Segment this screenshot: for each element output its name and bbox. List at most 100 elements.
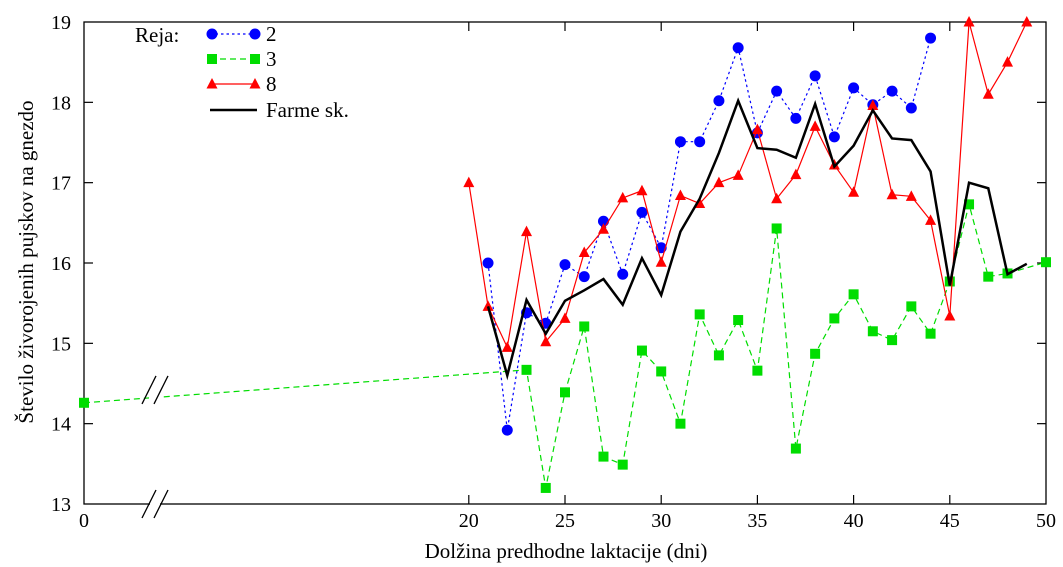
series-2: [482, 32, 937, 436]
data-point: [540, 335, 552, 347]
axis-break-slash: [153, 489, 169, 519]
data-point: [732, 42, 744, 54]
data-point: [771, 192, 783, 204]
data-point: [925, 32, 937, 44]
data-point: [867, 326, 878, 337]
x-axis-label: Dolžina predhodne laktacije (dni): [425, 539, 708, 563]
data-point: [829, 313, 840, 324]
data-point: [598, 451, 609, 462]
y-tick-label: 14: [51, 414, 71, 436]
data-point: [249, 28, 261, 40]
data-point: [655, 242, 667, 254]
y-tick-label: 15: [51, 333, 71, 355]
x-tick-label: 35: [747, 510, 767, 532]
data-point: [1041, 257, 1051, 268]
series-Farme sk.: [486, 97, 1028, 381]
data-point: [540, 482, 551, 493]
data-point: [463, 176, 475, 188]
x-tick-label: 30: [651, 510, 671, 532]
data-point: [925, 328, 936, 339]
data-point: [482, 257, 494, 269]
data-point: [848, 82, 860, 94]
series-line: [468, 21, 1028, 350]
axis-break: [141, 375, 169, 519]
data-point: [579, 321, 590, 332]
data-point: [809, 70, 821, 82]
data-point: [249, 78, 261, 89]
data-point: [207, 54, 217, 64]
data-point: [250, 54, 260, 64]
line-break-slash: [153, 375, 169, 405]
axis-ticks: [84, 22, 1046, 504]
data-point: [206, 78, 218, 89]
series-layer: [79, 16, 1051, 493]
series-line: [486, 97, 1028, 381]
data-point: [636, 184, 648, 196]
data-point: [79, 397, 89, 408]
data-point: [675, 418, 686, 429]
data-point: [694, 136, 706, 148]
legend-item: Farme sk.: [210, 98, 349, 122]
data-point: [983, 271, 994, 282]
axis-break-slash: [141, 489, 157, 519]
data-point: [206, 28, 218, 40]
data-point: [867, 99, 879, 111]
data-point: [790, 112, 802, 124]
data-point: [559, 312, 571, 323]
data-point: [694, 309, 705, 320]
series-8: [463, 16, 1033, 352]
legend-label: 8: [266, 72, 277, 96]
data-point: [713, 95, 725, 107]
x-tick-label: 25: [555, 510, 575, 532]
data-point: [713, 350, 724, 361]
legend-label: 3: [266, 47, 277, 71]
legend-item: 8: [206, 72, 277, 96]
data-point: [482, 300, 494, 311]
series-line: [83, 204, 1047, 489]
data-point: [578, 271, 590, 283]
data-point: [809, 120, 821, 131]
x-tick-label: 45: [940, 510, 960, 532]
data-point: [674, 189, 686, 201]
y-tick-label: 19: [51, 12, 71, 34]
line-break-gap: [149, 379, 161, 400]
data-point: [887, 335, 898, 346]
data-point: [1002, 56, 1014, 67]
axis-break-gap: [150, 501, 160, 507]
data-point: [636, 345, 647, 356]
data-point: [905, 102, 917, 114]
data-point: [886, 188, 898, 200]
data-point: [925, 214, 937, 225]
legend-label: 2: [266, 22, 277, 46]
data-point: [674, 136, 686, 148]
x-tick-label: 0: [79, 510, 89, 532]
x-tick-label: 20: [459, 510, 479, 532]
data-point: [636, 206, 648, 218]
data-point: [578, 246, 590, 258]
data-point: [751, 123, 763, 135]
data-point: [848, 289, 859, 300]
y-tick-label: 17: [51, 173, 71, 195]
data-point: [713, 176, 725, 188]
data-point: [848, 186, 860, 197]
data-point: [560, 387, 570, 398]
data-point: [982, 88, 994, 99]
data-point: [521, 225, 533, 237]
x-tick-label: 50: [1036, 510, 1056, 532]
data-point: [732, 169, 744, 180]
data-point: [963, 16, 975, 27]
data-point: [752, 365, 763, 376]
data-point: [617, 191, 629, 203]
y-tick-label: 18: [51, 92, 71, 114]
data-point: [906, 301, 917, 312]
line-break-slash: [141, 375, 157, 405]
data-point: [1021, 16, 1033, 27]
legend-title: Reja:: [135, 23, 179, 47]
data-point: [790, 443, 801, 454]
y-tick-label: 16: [51, 253, 71, 275]
y-tick-label: 13: [51, 494, 71, 516]
data-point: [771, 85, 783, 97]
data-point: [617, 268, 629, 280]
